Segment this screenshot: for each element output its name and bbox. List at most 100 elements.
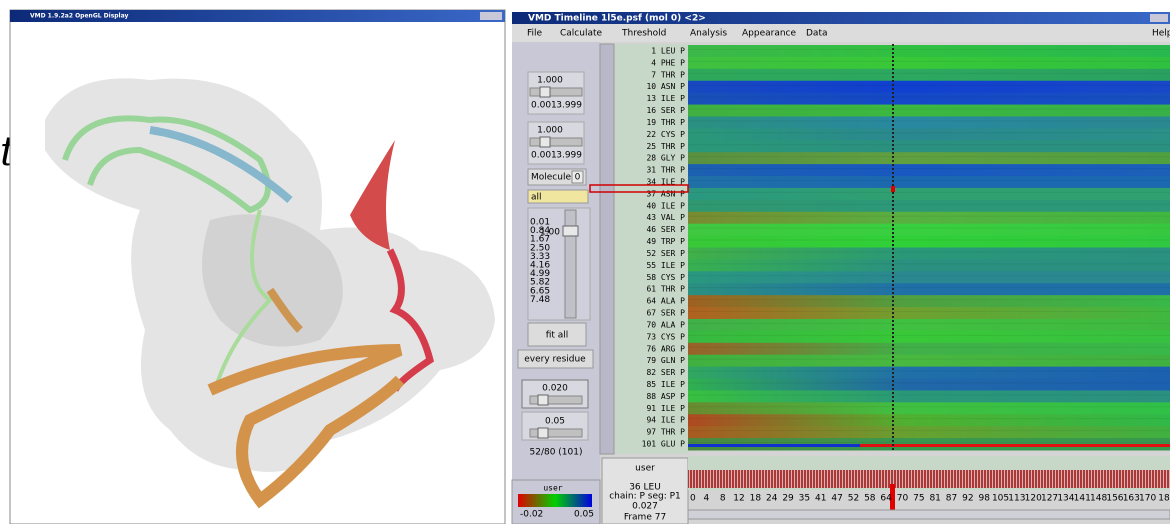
molecule-field[interactable]: [571, 170, 584, 184]
window-buttons[interactable]: [1150, 14, 1168, 22]
frame-tick-label: 64: [880, 494, 892, 504]
info-frame: Frame 77: [624, 513, 666, 523]
residue-column: [615, 44, 688, 454]
heatmap-texture: [688, 191, 1170, 193]
heatmap-texture: [688, 442, 1170, 444]
residue-label: 73 CYS P: [646, 332, 685, 341]
frame-tick-label: 134: [1057, 494, 1074, 504]
heatmap-texture: [688, 227, 1170, 229]
ribbon-coil: [213, 209, 274, 391]
heatmap-row: [688, 104, 1170, 117]
heatmap-texture: [688, 275, 1170, 277]
mode-label: every residue: [524, 355, 586, 365]
heatmap-texture: [688, 406, 1170, 408]
frame-tick-label: 70: [897, 494, 909, 504]
level: 0.84: [530, 226, 550, 236]
h-scrollbar[interactable]: [687, 509, 1170, 520]
heatmap-row: [688, 426, 1170, 439]
slider[interactable]: [529, 395, 583, 405]
heatmap-texture: [688, 48, 1170, 50]
heatmap-row: [688, 92, 1170, 106]
frame-tick-label: 148: [1090, 494, 1107, 504]
level: 4.16: [530, 261, 550, 271]
frame-tick-label: 24: [766, 494, 778, 504]
residue-label: 40 ILE P: [646, 201, 685, 210]
heatmap-texture: [688, 120, 1170, 122]
molecule-view: [45, 78, 495, 509]
heatmap-row: [688, 330, 1170, 344]
menu-item[interactable]: Help: [1152, 29, 1170, 39]
residue-label: 94 ILE P: [646, 416, 685, 425]
menu-item[interactable]: File: [527, 29, 543, 39]
levels: 0.010.841.672.503.334.164.995.826.657.48: [530, 218, 550, 305]
window-buttons[interactable]: [480, 12, 502, 20]
heatmap-texture: [688, 132, 1170, 134]
heatmap-texture: [688, 263, 1170, 265]
selection: all: [531, 193, 542, 203]
heatmap-row: [688, 164, 1170, 177]
selection-entry[interactable]: [527, 189, 589, 204]
slider-handle[interactable]: [537, 394, 549, 406]
heatmap-texture: [688, 144, 1170, 146]
level: 5.82: [530, 278, 550, 288]
frame-marker: [890, 484, 895, 510]
fit-button[interactable]: [527, 322, 587, 347]
slider[interactable]: [529, 137, 583, 147]
heatmap-row: [688, 56, 1170, 70]
heatmap-texture: [688, 310, 1170, 312]
frame-tick-label: 8: [720, 494, 726, 504]
heatmap-texture: [688, 60, 1170, 62]
residue-label: 52 SER P: [646, 249, 685, 258]
menu-item[interactable]: Analysis: [690, 29, 727, 39]
residue-label: 97 THR P: [646, 428, 685, 437]
heatmap-row: [688, 116, 1170, 129]
heatmap-row: [688, 390, 1170, 403]
level-slider[interactable]: [564, 209, 577, 319]
window-title: VMD Timeline 1l5e.psf (mol 0) <2>: [528, 14, 706, 24]
menu-item[interactable]: Data: [806, 29, 828, 39]
residue-label: 64 ALA P: [646, 297, 685, 306]
residue-label: 10 ASN P: [646, 82, 685, 91]
colorbar-max: 0.05: [574, 510, 594, 520]
slider-handle[interactable]: [539, 136, 551, 148]
frame-tick-label: 58: [864, 494, 876, 504]
levels-box: [527, 207, 591, 321]
colorbar-min: -0.02: [520, 510, 543, 520]
residue-label: 67 SER P: [646, 309, 685, 318]
heatmap-texture: [688, 346, 1170, 348]
frame-tick-label: 127: [1041, 494, 1058, 504]
menu: File Calculate Threshold Analysis Appearance…: [527, 29, 1170, 39]
slider[interactable]: [529, 87, 583, 97]
slider-handle[interactable]: [539, 86, 551, 98]
frame-tick-label: 29: [782, 494, 794, 504]
residue-label: 19 THR P: [646, 118, 685, 127]
threshold-value: 0.05: [545, 417, 565, 427]
molecule-label: Molecule:: [531, 173, 574, 183]
menu-item[interactable]: Calculate: [560, 29, 602, 39]
frame-tick-label: 35: [799, 494, 810, 504]
molecule-id: 0: [575, 173, 581, 183]
heatmap-row: [688, 128, 1170, 141]
residue-label: 91 ILE P: [646, 404, 685, 413]
heatmap-row: [688, 354, 1170, 368]
heatmap-texture: [688, 96, 1170, 98]
heatmap-row: [688, 414, 1170, 427]
heatmap-texture: [688, 418, 1170, 420]
menu-item[interactable]: Threshold: [621, 29, 666, 39]
heatmap-row: [688, 68, 1170, 82]
heatmap-row: [688, 342, 1170, 356]
slider-handle[interactable]: [562, 225, 579, 237]
heatmap-row: [688, 366, 1170, 380]
slider[interactable]: [529, 428, 583, 438]
frame-axis: 0 4 8 12 18 24 29 35 41 47 52 58 64 70 75 81 87 92 98 105 11…: [690, 494, 1170, 504]
threshold-value: 0.020: [542, 384, 568, 394]
frame-tick-label: 120: [1025, 494, 1042, 504]
mode-button[interactable]: [517, 349, 594, 369]
menu-item[interactable]: Appearance: [742, 29, 797, 39]
residue-label: 55 ILE P: [646, 261, 685, 270]
residue-label: 4 PHE P: [651, 58, 685, 67]
slider-handle[interactable]: [537, 427, 549, 439]
heatmap-texture: [688, 72, 1170, 74]
scrollbar[interactable]: [599, 43, 615, 455]
